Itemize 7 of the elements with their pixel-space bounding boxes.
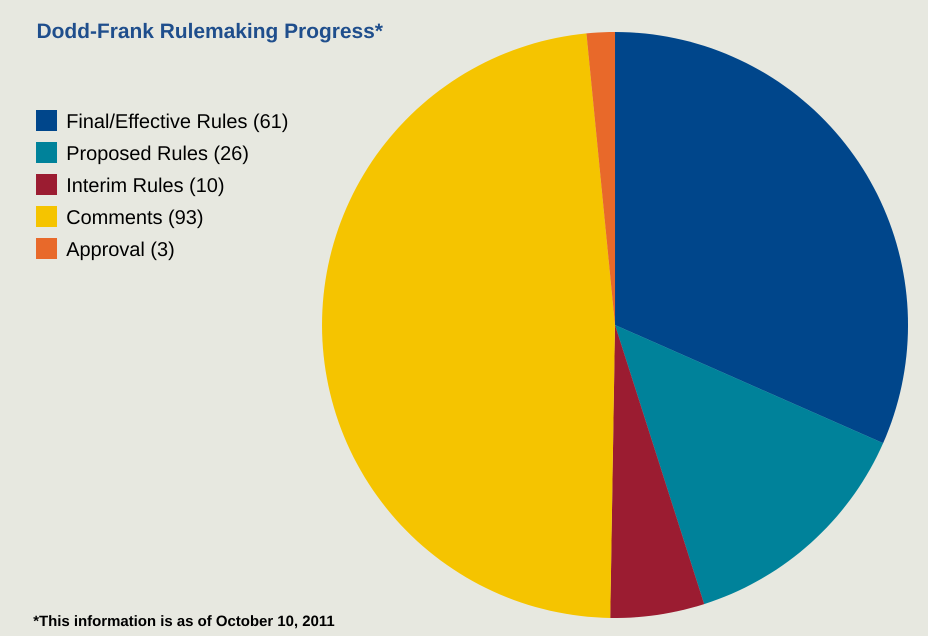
- chart-title: Dodd-Frank Rulemaking Progress*: [38, 22, 383, 42]
- legend-label: Comments (93): [67, 210, 202, 228]
- legend-label: Proposed Rules (26): [68, 146, 248, 164]
- legend-label: Final/Effective Rules (61): [68, 114, 288, 132]
- legend-label: Interim Rules (10): [68, 178, 224, 196]
- legend-label: Approval (3): [66, 242, 174, 260]
- text: *This information is as of October 10, 2011: [33, 615, 334, 628]
